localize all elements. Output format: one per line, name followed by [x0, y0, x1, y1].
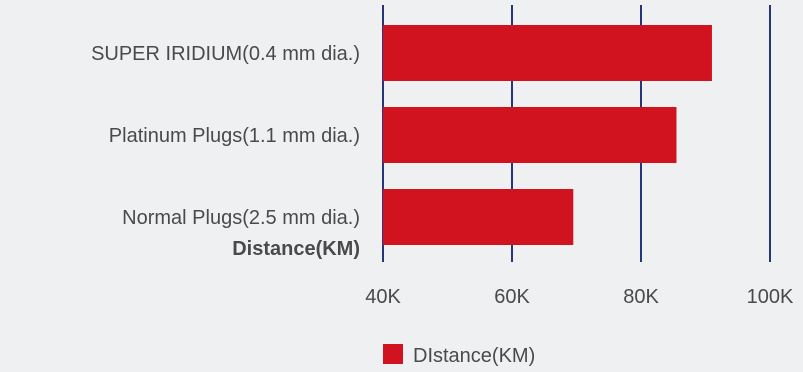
category-labels: SUPER IRIDIUM(0.4 mm dia.) Platinum Plugs…: [91, 43, 360, 229]
legend-label: DIstance(KM): [413, 345, 535, 367]
category-label: Normal Plugs(2.5 mm dia.): [122, 207, 360, 229]
x-tick-label: 80K: [623, 286, 659, 308]
category-label: Platinum Plugs(1.1 mm dia.): [109, 125, 360, 147]
bar: [383, 189, 574, 245]
x-tick-label: 40K: [365, 286, 401, 308]
x-tick-label: 100K: [747, 286, 794, 308]
category-label: SUPER IRIDIUM(0.4 mm dia.): [91, 43, 360, 65]
x-tick-labels: 40K 60K 80K 100K: [365, 286, 794, 308]
bar: [383, 107, 677, 163]
legend: DIstance(KM): [383, 344, 535, 367]
x-tick-label: 60K: [494, 286, 530, 308]
bars: [383, 25, 712, 245]
axis-title: Distance(KM): [232, 238, 360, 260]
legend-swatch: [383, 344, 403, 364]
bar: [383, 25, 712, 81]
